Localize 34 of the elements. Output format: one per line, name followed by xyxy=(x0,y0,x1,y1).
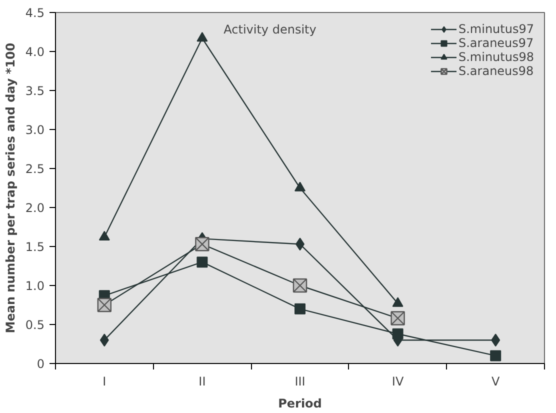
y-tick-label: 3.5 xyxy=(25,84,45,98)
point xyxy=(491,334,500,347)
x-tick-label: V xyxy=(491,374,500,388)
point xyxy=(392,297,404,307)
y-tick-label: 3.0 xyxy=(25,123,45,137)
legend-label: S.araneus98 xyxy=(458,64,534,78)
y-axis-title: Mean number per trap series and day *100 xyxy=(3,42,18,334)
point xyxy=(195,237,210,252)
point xyxy=(390,311,405,326)
y-tick-label: 1.0 xyxy=(25,279,45,293)
y-tick-label: 4.5 xyxy=(25,6,45,20)
x-axis-title: Period xyxy=(278,396,322,410)
y-tick-label: 1.5 xyxy=(25,240,45,254)
point xyxy=(98,230,110,241)
point xyxy=(294,303,306,314)
legend-label: S.minutus98 xyxy=(458,50,534,64)
point xyxy=(294,182,306,192)
x-tick-label: IV xyxy=(392,374,404,388)
point xyxy=(196,32,208,42)
text: Activity density xyxy=(224,22,316,36)
y-tick-label: 2.0 xyxy=(25,201,45,215)
x-tick-label: III xyxy=(294,374,306,388)
y-tick-label: 0 xyxy=(36,357,45,371)
point xyxy=(392,328,404,340)
legend-label: S.minutus97 xyxy=(458,22,534,36)
point xyxy=(490,350,502,362)
x-tick-label: I xyxy=(102,374,106,388)
point xyxy=(196,256,208,268)
y-tick-label: 0.5 xyxy=(25,318,45,332)
x-tick-label: II xyxy=(198,374,206,388)
y-tick-label: 2.5 xyxy=(25,162,45,176)
y-tick-label: 4.0 xyxy=(25,45,45,59)
legend-label: S.araneus97 xyxy=(458,36,534,50)
point xyxy=(100,334,109,347)
